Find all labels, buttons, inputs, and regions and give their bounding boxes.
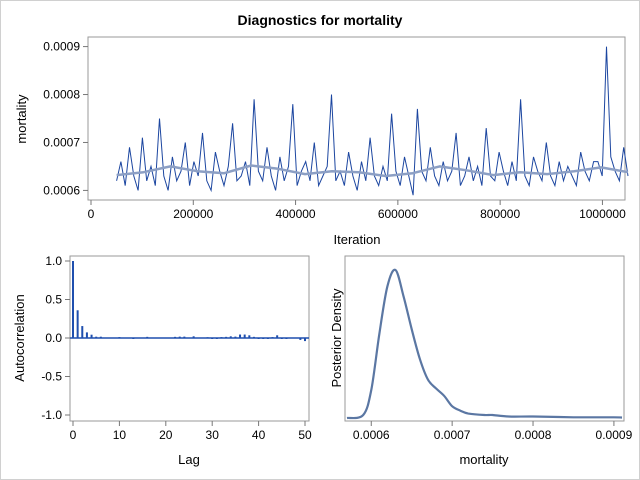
density-x-label: mortality bbox=[459, 452, 509, 467]
y-tick-label: -1.0 bbox=[41, 408, 62, 422]
acf-bar bbox=[276, 335, 279, 338]
acf-bar bbox=[118, 337, 121, 339]
density-y-label: Posterior Density bbox=[329, 288, 344, 387]
acf-bar bbox=[206, 337, 209, 339]
y-tick-label: -0.5 bbox=[41, 370, 62, 384]
trace-y-label: mortality bbox=[14, 94, 29, 144]
acf-bar bbox=[215, 338, 218, 339]
trace-panel: Iteration mortality 0 200000 400000 600000 8… bbox=[14, 36, 629, 247]
acf-bar bbox=[72, 261, 74, 338]
acf-x-label: Lag bbox=[178, 452, 200, 467]
figure-title: Diagnostics for mortality bbox=[238, 12, 403, 28]
x-tick-label: 0.0007 bbox=[434, 428, 471, 442]
acf-bar bbox=[90, 334, 93, 338]
acf-bar bbox=[81, 326, 84, 338]
acf-bar bbox=[248, 335, 251, 338]
y-tick-label: 0.0006 bbox=[43, 183, 80, 197]
density-curve bbox=[346, 268, 623, 420]
x-tick-label: 1000000 bbox=[579, 207, 626, 221]
x-tick-label: 600000 bbox=[378, 207, 418, 221]
acf-bar bbox=[95, 336, 98, 338]
acf-bar bbox=[299, 338, 302, 340]
x-tick-label: 0.0009 bbox=[596, 428, 633, 442]
acf-bar bbox=[285, 338, 288, 339]
acf-bar bbox=[183, 336, 186, 338]
x-tick-label: 10 bbox=[113, 428, 127, 442]
x-tick-label: 40 bbox=[252, 428, 266, 442]
acf-bar bbox=[229, 336, 232, 338]
acf-bar bbox=[99, 336, 102, 338]
acf-bar bbox=[266, 338, 269, 339]
acf-bar bbox=[85, 332, 88, 338]
acf-y-label: Autocorrelation bbox=[12, 294, 27, 381]
acf-bar bbox=[252, 336, 255, 338]
acf-bar bbox=[257, 338, 260, 339]
acf-bar bbox=[76, 310, 79, 338]
acf-bar bbox=[174, 336, 177, 338]
acf-bar bbox=[220, 337, 223, 339]
density-plot-frame bbox=[344, 255, 625, 422]
x-tick-label: 400000 bbox=[276, 207, 316, 221]
smoothed-mean-line bbox=[116, 164, 629, 178]
y-tick-label: 0.0 bbox=[45, 331, 62, 345]
density-panel: mortality Posterior Density 0.0006 0.0007… bbox=[329, 255, 633, 467]
acf-bar bbox=[234, 336, 237, 338]
acf-bar bbox=[211, 338, 214, 339]
y-tick-label: 1.0 bbox=[45, 254, 62, 268]
x-tick-label: 800000 bbox=[480, 207, 520, 221]
trace-plot-frame bbox=[87, 36, 626, 201]
acf-bar bbox=[262, 338, 265, 339]
x-tick-label: 20 bbox=[159, 428, 173, 442]
x-tick-label: 50 bbox=[298, 428, 312, 442]
x-tick-label: 200000 bbox=[173, 207, 213, 221]
acf-bar bbox=[132, 338, 135, 339]
y-tick-label: 0.5 bbox=[45, 293, 62, 307]
autocorrelation-panel: Lag Autocorrelation 0 10 20 30 40 50 1.0 0.5 0.0… bbox=[12, 254, 312, 467]
x-tick-label: 0.0006 bbox=[353, 428, 390, 442]
acf-bar bbox=[178, 336, 181, 338]
x-tick-label: 30 bbox=[206, 428, 220, 442]
x-tick-label: 0.0008 bbox=[515, 428, 552, 442]
acf-bar bbox=[243, 334, 246, 338]
acf-bar bbox=[146, 336, 149, 338]
acf-bar bbox=[271, 337, 274, 339]
y-tick-label: 0.0008 bbox=[43, 88, 80, 102]
x-tick-label: 0 bbox=[88, 207, 95, 221]
acf-bar bbox=[280, 338, 283, 339]
acf-bar bbox=[304, 338, 306, 342]
trace-x-label: Iteration bbox=[334, 232, 381, 247]
acf-bar bbox=[225, 336, 228, 338]
acf-bar bbox=[239, 334, 242, 338]
y-tick-label: 0.0007 bbox=[43, 135, 80, 149]
x-tick-label: 0 bbox=[70, 428, 77, 442]
acf-bar bbox=[192, 336, 195, 338]
y-tick-label: 0.0009 bbox=[43, 40, 80, 54]
